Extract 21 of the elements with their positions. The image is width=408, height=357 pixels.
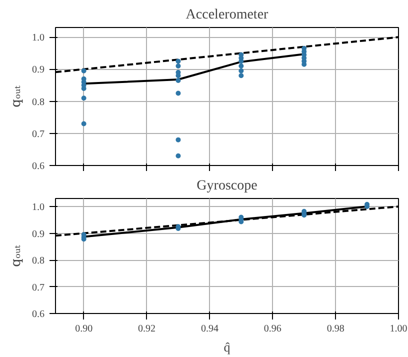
x-tick-label: 0.94	[200, 324, 218, 334]
y-tick-label: 0.9	[32, 228, 44, 240]
x-tick-label: 0.98	[326, 324, 344, 334]
y-tick-label: 0.8	[32, 96, 44, 108]
chart-title: Gyroscope	[196, 178, 258, 194]
y-tick-label: 0.6	[32, 309, 44, 320]
y-tick-label: 0.7	[32, 282, 44, 294]
y-tick-label: 1.0	[32, 202, 44, 214]
x-tick-label: 0.92	[138, 324, 156, 334]
y-axis-title: qₒᵤₜ	[9, 244, 24, 267]
chart-title: Accelerometer	[186, 8, 269, 22]
x-tick-label: 0.90	[75, 324, 93, 334]
y-tick-label: 0.6	[32, 161, 44, 172]
y-tick-label: 0.8	[32, 256, 44, 267]
x-tick-label: 0.96	[264, 324, 282, 334]
x-axis-title: q̂	[224, 340, 231, 354]
x-tick-label: 1.00	[390, 324, 408, 334]
y-tick-label: 0.7	[32, 128, 44, 140]
y-tick-label: 0.9	[32, 64, 44, 76]
y-axis-title: qₒᵤₜ	[9, 84, 24, 108]
y-tick-label: 1.0	[32, 32, 44, 44]
